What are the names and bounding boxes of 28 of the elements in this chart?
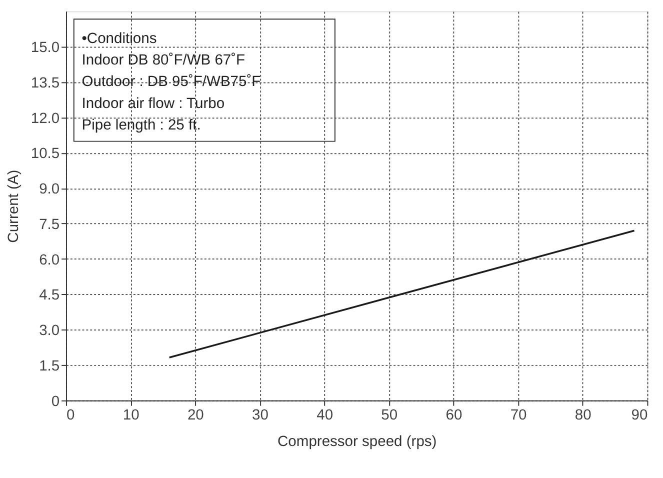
annotation: Pipe length : 25 ft. bbox=[82, 117, 201, 134]
y-tick-label: 0 bbox=[51, 394, 60, 410]
y-tick-label: 1.5 bbox=[39, 358, 60, 374]
y-tick-label: 3.0 bbox=[39, 323, 60, 340]
y-tick-label: 6.0 bbox=[39, 252, 60, 268]
x-tick-label: 50 bbox=[381, 408, 398, 424]
y-axis-title: Current (A) bbox=[6, 170, 22, 243]
y-tick-label: 15.0 bbox=[30, 40, 60, 56]
x-tick-label: 30 bbox=[252, 408, 268, 424]
y-tick-label: 7.5 bbox=[39, 216, 60, 233]
x-tick-label: 40 bbox=[316, 408, 334, 424]
x-tick-label: 20 bbox=[187, 408, 204, 424]
y-tick-label: 13.5 bbox=[30, 75, 60, 92]
y-tick-label: 4.5 bbox=[39, 288, 60, 304]
y-tick-label: 10.5 bbox=[30, 146, 60, 162]
x-tick-label: 60 bbox=[446, 408, 462, 424]
x-axis-title: Compressor speed (rps) bbox=[278, 434, 437, 450]
x-tick-label: 80 bbox=[574, 408, 592, 424]
annotation: •Conditions bbox=[82, 30, 157, 47]
x-tick-label: 70 bbox=[510, 408, 527, 424]
x-tick-label: 10 bbox=[122, 408, 140, 424]
annotation: Indoor DB 80˚F/WB 67˚F bbox=[82, 52, 246, 68]
y-tick-label: 12.0 bbox=[30, 110, 60, 127]
annotation: Outdoor : DB 95˚F/WB75˚F bbox=[82, 74, 261, 90]
x-tick-label: 90 bbox=[631, 408, 648, 424]
x-tick-label: 0 bbox=[66, 408, 75, 424]
y-tick-label: 9.0 bbox=[39, 182, 60, 198]
annotation: Indoor air flow : Turbo bbox=[82, 96, 225, 112]
